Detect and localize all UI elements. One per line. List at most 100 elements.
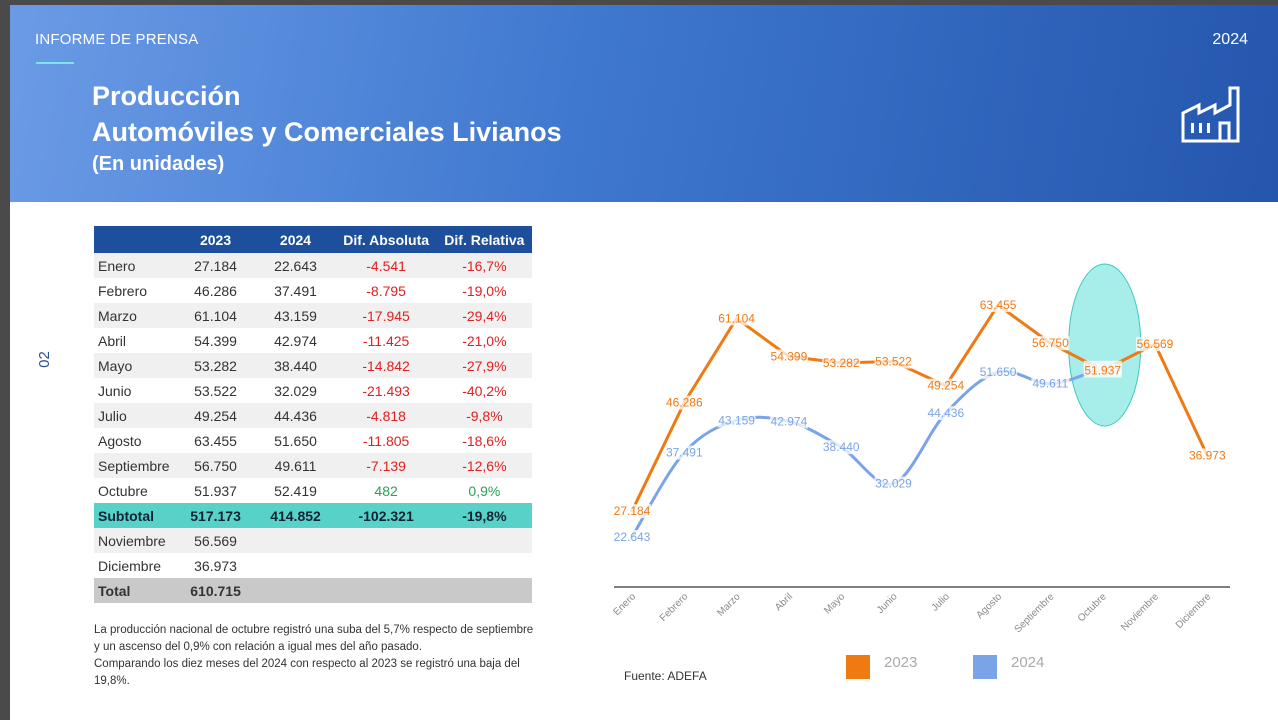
cell-2023: 53.282 — [175, 353, 256, 378]
cell-month: Octubre — [98, 482, 148, 499]
cell-2023: 54.399 — [194, 332, 237, 349]
cell-rel: -18,6% — [462, 432, 507, 449]
cell-rel: -9,8% — [436, 403, 532, 428]
data-label-bg — [665, 445, 704, 460]
data-label-bg — [1188, 448, 1227, 463]
cell-month: Julio — [94, 403, 176, 428]
cell-2023: 49.254 — [175, 403, 256, 428]
title-line-1: Producción — [92, 81, 241, 111]
cell-2024: 32.029 — [274, 382, 317, 399]
cell-2023: 61.104 — [175, 303, 256, 328]
x-tick-label: Febrero — [658, 591, 691, 624]
cell-month: Diciembre — [98, 557, 162, 574]
data-label-2023: 61.104 — [718, 311, 755, 325]
data-label-2023: 54.399 — [771, 350, 808, 364]
data-label-2024: 32.029 — [875, 477, 912, 491]
x-tick-label: Abril — [773, 591, 795, 613]
cell-rel: -19,0% — [462, 282, 507, 299]
cell-2023: 56.750 — [175, 453, 256, 478]
data-label-2024: 42.974 — [771, 414, 808, 428]
cell-2023: 36.973 — [194, 557, 237, 574]
cell-abs: -21.493 — [362, 382, 410, 399]
factory-icon — [1181, 86, 1240, 143]
cell-2024: 49.611 — [255, 453, 336, 478]
table-row: Mayo 53.282 38.440 -14.842 -27,9% — [94, 353, 532, 378]
table-row: Septiembre 56.750 49.611 -7.139 -12,6% — [94, 453, 532, 478]
series-line-2024 — [630, 366, 1105, 539]
cell-month: Septiembre — [94, 453, 176, 478]
legend-swatch-2024 — [973, 655, 997, 679]
data-label-bg — [926, 406, 965, 421]
header-banner: INFORME DE PRENSA 2024 Producción Automó… — [10, 5, 1278, 202]
cell-abs: -4.818 — [335, 403, 437, 428]
cell-month: Enero — [94, 253, 176, 278]
data-label-bg — [1031, 336, 1070, 351]
cell-abs: -7.139 — [335, 453, 437, 478]
cell-2024: 51.650 — [274, 432, 317, 449]
title-line-2: Automóviles y Comerciales Livianos — [92, 117, 562, 147]
data-label-2024: 43.159 — [718, 413, 755, 427]
data-label-bg — [874, 476, 913, 491]
data-label-bg — [1136, 337, 1174, 352]
summary-note: La producción nacional de octubre regist… — [94, 622, 534, 690]
cell-rel: -29,4% — [436, 303, 532, 328]
cell-abs: -8.795 — [366, 282, 406, 299]
cell-2024: 38.440 — [255, 353, 336, 378]
cell-month: Abril — [98, 332, 127, 349]
data-label-bg — [769, 349, 808, 364]
table-row: Marzo 61.104 43.159 -17.945 -29,4% — [94, 303, 532, 328]
data-label-bg — [822, 355, 861, 370]
table-header-row: 2023 2024 Dif. Absoluta Dif. Relativa — [94, 226, 532, 253]
data-label-2024: 22.643 — [614, 530, 651, 544]
data-label-2023: 36.973 — [1189, 448, 1226, 462]
data-label-bg — [665, 395, 704, 410]
cell-abs: -17.945 — [335, 303, 437, 328]
report-label: INFORME DE PRENSA — [35, 31, 199, 48]
data-label-bg — [926, 378, 965, 393]
data-label-2023: 51.937 — [1084, 363, 1121, 377]
data-label-bg — [874, 354, 913, 369]
data-label-2024: 49.611 — [1032, 377, 1068, 391]
x-tick-label: Septiembre — [1013, 591, 1057, 635]
header-2024: 2024 — [255, 226, 336, 253]
table-row: Agosto 63.455 51.650 -11.805 -18,6% — [94, 428, 532, 453]
cell-2024: 22.643 — [255, 253, 336, 278]
cell-2023: 46.286 — [194, 282, 237, 299]
subtotal-row: Subtotal 517.173 414.852 -102.321 -19,8% — [94, 503, 532, 528]
data-label-2023: 53.282 — [823, 356, 860, 370]
cell-rel: -16,7% — [436, 253, 532, 278]
cell-2024: 37.491 — [274, 282, 317, 299]
cell-abs: -11.425 — [362, 332, 410, 349]
x-tick-label: Marzo — [715, 591, 743, 619]
header-month — [94, 226, 176, 253]
cell-2024: 52.419 — [274, 482, 317, 499]
data-label-2023: 56.750 — [1032, 336, 1069, 350]
x-tick-label: Mayo — [822, 591, 847, 616]
report-slide: INFORME DE PRENSA 2024 Producción Automó… — [10, 5, 1278, 720]
data-label-bg — [717, 311, 756, 326]
page-number: 02 — [35, 351, 53, 368]
x-tick-label: Agosto — [974, 591, 1004, 621]
production-line-chart: Enero Febrero Marzo Abril Mayo Junio Julio Agos… — [611, 263, 1230, 635]
cell-2023: 51.937 — [194, 482, 237, 499]
cell-abs: -14.842 — [335, 353, 437, 378]
data-label-bg — [769, 414, 808, 429]
x-tick-label: Noviembre — [1119, 591, 1161, 633]
table-row: Abril 54.399 42.974 -11.425 -21,0% — [94, 328, 532, 353]
cell-abs: 482 — [374, 482, 398, 499]
title-line-3: (En unidades) — [92, 153, 225, 175]
label-underline — [36, 62, 74, 64]
legend-label-2023: 2023 — [884, 654, 918, 671]
production-table: 2023 2024 Dif. Absoluta Dif. Relativa En… — [94, 226, 532, 603]
x-tick-label: Junio — [875, 591, 900, 616]
data-label-bg — [979, 298, 1018, 313]
table-row: Diciembre 36.973 — [94, 553, 532, 578]
cell-2024: 44.436 — [255, 403, 336, 428]
data-label-2023: 63.455 — [980, 298, 1017, 312]
cell-2024: 43.159 — [255, 303, 336, 328]
cell-abs: -4.541 — [335, 253, 437, 278]
x-tick-label: Julio — [930, 591, 953, 614]
table-row: Noviembre 56.569 — [94, 528, 532, 553]
cell-month: Mayo — [94, 353, 176, 378]
cell-month: Marzo — [94, 303, 176, 328]
